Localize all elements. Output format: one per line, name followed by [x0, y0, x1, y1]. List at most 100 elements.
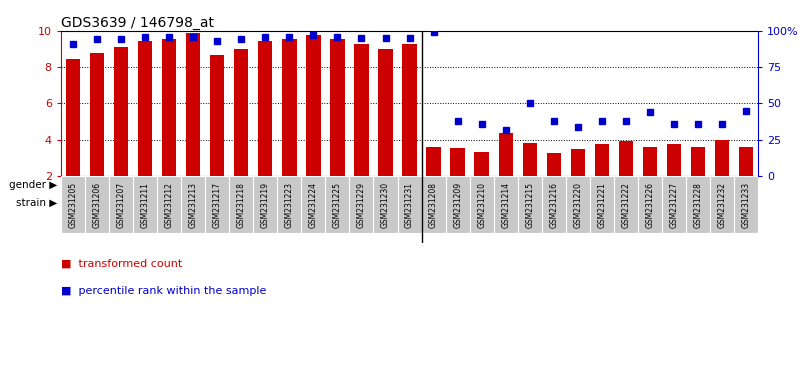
Text: GSM231216: GSM231216 [549, 182, 558, 228]
Bar [710, 176, 734, 233]
Bar [566, 176, 590, 233]
Text: Cambridge: Cambridge [271, 197, 332, 207]
Bar [181, 176, 205, 233]
Bar [230, 176, 253, 233]
Bar [494, 176, 517, 233]
Text: Hikone: Hikone [715, 197, 753, 207]
Text: GSM231215: GSM231215 [526, 182, 534, 228]
Text: GSM231224: GSM231224 [309, 182, 318, 228]
Text: GSM231205: GSM231205 [68, 182, 77, 228]
Bar [277, 176, 302, 233]
Text: Glasgow: Glasgow [578, 197, 625, 207]
Bar [445, 176, 470, 233]
Text: GDS3639 / 146798_at: GDS3639 / 146798_at [61, 16, 214, 30]
Bar [450, 148, 465, 176]
Text: Antigua: Antigua [135, 197, 178, 207]
Bar [470, 176, 494, 233]
Text: GSM231213: GSM231213 [189, 182, 198, 228]
Bar [474, 152, 489, 176]
Bar [547, 153, 561, 176]
Bar [350, 195, 422, 210]
Bar [253, 176, 277, 233]
Text: GSM231210: GSM231210 [477, 182, 487, 228]
Bar [638, 195, 710, 210]
Bar [162, 39, 176, 176]
Text: GSM231217: GSM231217 [212, 182, 221, 228]
Bar [522, 142, 537, 176]
Text: Glasgow: Glasgow [194, 197, 241, 207]
Bar [325, 176, 350, 233]
Bar [157, 176, 181, 233]
Bar [638, 176, 662, 233]
Text: GSM231211: GSM231211 [140, 182, 149, 228]
Text: GSM231227: GSM231227 [670, 182, 679, 228]
Bar [734, 176, 758, 233]
Text: GSM231229: GSM231229 [357, 182, 366, 228]
Bar [566, 195, 638, 210]
Text: GSM231206: GSM231206 [92, 182, 101, 228]
Bar [186, 33, 200, 176]
Bar [378, 49, 393, 176]
Bar [302, 176, 325, 233]
Bar [282, 39, 297, 176]
Text: Hikone: Hikone [367, 197, 405, 207]
Text: Cambridge: Cambridge [643, 197, 705, 207]
Text: France: France [79, 197, 115, 207]
Text: GSM231207: GSM231207 [117, 182, 126, 228]
Text: GSM231212: GSM231212 [165, 182, 174, 228]
Text: GSM231225: GSM231225 [333, 182, 342, 228]
Bar [542, 176, 566, 233]
Text: GSM231218: GSM231218 [237, 182, 246, 228]
Text: strain ▶: strain ▶ [15, 197, 57, 207]
Bar [517, 176, 542, 233]
Bar [397, 176, 422, 233]
Text: GSM231231: GSM231231 [405, 182, 414, 228]
Bar [422, 177, 758, 193]
Bar [354, 45, 369, 176]
Bar [114, 47, 128, 176]
Bar [427, 147, 441, 176]
Bar [61, 176, 85, 233]
Bar [691, 147, 706, 176]
Bar [619, 141, 633, 176]
Bar [330, 40, 345, 176]
Bar [667, 144, 681, 176]
Text: GSM231220: GSM231220 [573, 182, 582, 228]
Bar [138, 41, 152, 176]
Text: male: male [225, 179, 257, 192]
Bar [61, 195, 133, 210]
Bar [90, 53, 104, 176]
Bar [594, 144, 609, 176]
Text: GSM231228: GSM231228 [693, 182, 702, 228]
Bar [181, 195, 253, 210]
Text: ■  percentile rank within the sample: ■ percentile rank within the sample [61, 286, 266, 296]
Text: Antigua: Antigua [508, 197, 551, 207]
Text: gender ▶: gender ▶ [9, 180, 57, 190]
Bar [306, 35, 320, 176]
Text: GSM231221: GSM231221 [598, 182, 607, 228]
Text: ■  transformed count: ■ transformed count [61, 259, 182, 269]
Text: GSM231233: GSM231233 [742, 182, 751, 228]
Bar [643, 147, 657, 176]
Bar [494, 195, 566, 210]
Bar [499, 133, 513, 176]
Bar [66, 60, 80, 176]
Text: GSM231230: GSM231230 [381, 182, 390, 228]
Bar [590, 176, 614, 233]
Text: GSM231209: GSM231209 [453, 182, 462, 228]
Text: France: France [439, 197, 476, 207]
Text: GSM231232: GSM231232 [718, 182, 727, 228]
Bar [686, 176, 710, 233]
Bar [258, 41, 272, 176]
Bar [422, 176, 445, 233]
Bar [210, 55, 225, 176]
Bar [205, 176, 230, 233]
Bar [662, 176, 686, 233]
Text: GSM231223: GSM231223 [285, 182, 294, 228]
Bar [133, 195, 181, 210]
Text: GSM231208: GSM231208 [429, 182, 438, 228]
Bar [710, 195, 758, 210]
Text: GSM231219: GSM231219 [261, 182, 270, 228]
Bar [402, 44, 417, 176]
Text: GSM231226: GSM231226 [646, 182, 654, 228]
